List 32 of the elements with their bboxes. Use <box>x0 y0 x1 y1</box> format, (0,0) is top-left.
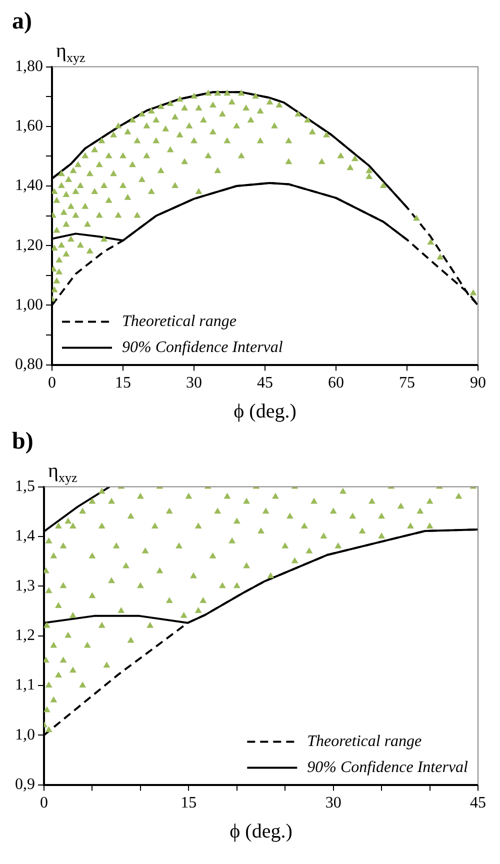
x-tick-label: 60 <box>328 374 344 392</box>
y-tick-label: 1,2 <box>15 627 35 644</box>
y-tick-label: 0,9 <box>15 776 35 794</box>
y-tick-label: 0,80 <box>15 356 43 374</box>
x-tick-label: 75 <box>399 374 415 392</box>
x-tick-label: 0 <box>48 374 56 392</box>
x-tick-label: 90 <box>470 374 486 392</box>
y-tick-label: 1,4 <box>15 528 35 545</box>
y-tick-label: 1,00 <box>15 296 43 314</box>
y-tick-label: 1,0 <box>15 726 35 744</box>
x-tick-label: 0 <box>40 794 48 812</box>
y-tick-label: 1,40 <box>15 177 43 194</box>
legend-label: 90% Confidence Interval <box>122 339 284 356</box>
x-tick-label: 15 <box>180 794 197 812</box>
x-axis-title: ϕ (deg.) <box>230 820 292 842</box>
x-tick-label: 45 <box>257 374 273 392</box>
x-tick-label: 45 <box>470 794 486 812</box>
legend-label: 90% Confidence Interval <box>307 759 469 776</box>
x-axis-title: ϕ (deg.) <box>234 400 296 422</box>
chart-title: b) <box>12 428 34 455</box>
legend-label: Theoretical range <box>307 733 422 750</box>
y-tick-label: 1,80 <box>15 58 43 76</box>
x-tick-label: 30 <box>186 374 202 392</box>
chart-title: a) <box>12 8 32 35</box>
y-tick-label: 1,5 <box>15 478 35 496</box>
y-tick-label: 1,20 <box>15 236 43 254</box>
y-tick-label: 1,1 <box>15 676 35 694</box>
x-tick-label: 30 <box>325 794 342 812</box>
x-tick-label: 15 <box>115 374 131 392</box>
y-tick-label: 1,60 <box>15 118 43 135</box>
y-tick-label: 1,3 <box>15 577 35 594</box>
legend-label: Theoretical range <box>122 313 236 330</box>
